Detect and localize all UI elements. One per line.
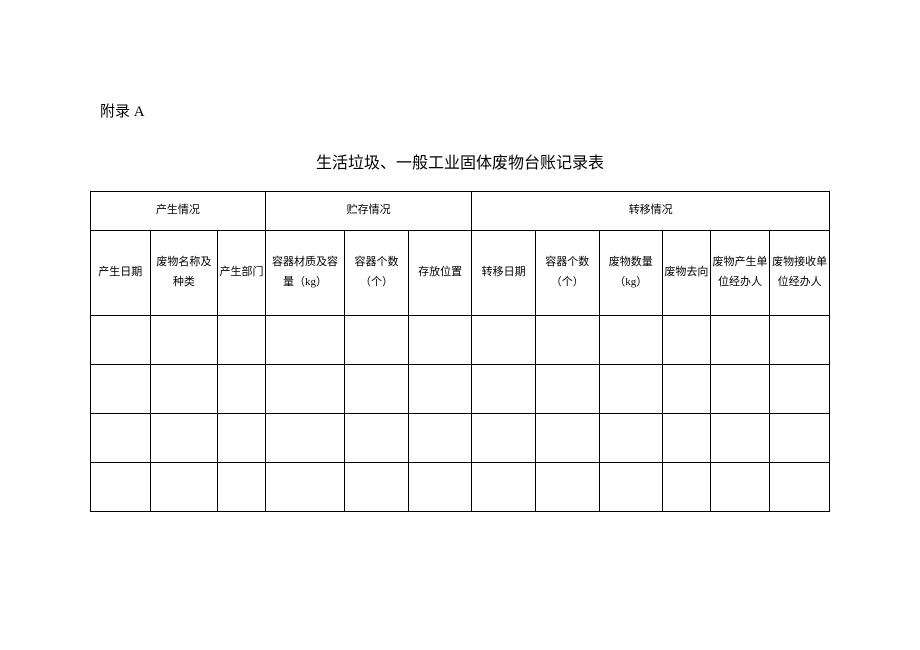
cell (599, 463, 663, 512)
cell (91, 463, 151, 512)
col-waste-name-type: 废物名称及种类 (150, 231, 218, 316)
cell (91, 365, 151, 414)
ledger-table: 产生情况 贮存情况 转移情况 产生日期 废物名称及种类 产生部门 容器材质及容量… (90, 191, 830, 512)
col-container-material-capacity: 容器材质及容量（kg） (265, 231, 344, 316)
cell (345, 414, 409, 463)
column-header-row: 产生日期 废物名称及种类 产生部门 容器材质及容量（kg） 容器个数（个） 存放… (91, 231, 830, 316)
cell (472, 463, 536, 512)
table-row (91, 316, 830, 365)
cell (345, 463, 409, 512)
table-row (91, 365, 830, 414)
group-transfer: 转移情况 (472, 192, 830, 231)
cell (345, 365, 409, 414)
cell (150, 365, 218, 414)
cell (150, 316, 218, 365)
col-gen-date: 产生日期 (91, 231, 151, 316)
col-transfer-date: 转移日期 (472, 231, 536, 316)
cell (408, 365, 472, 414)
col-waste-qty: 废物数量（kg） (599, 231, 663, 316)
cell (770, 414, 830, 463)
cell (265, 316, 344, 365)
cell (710, 316, 770, 365)
cell (535, 414, 599, 463)
appendix-label: 附录 A (100, 100, 830, 121)
table-row (91, 463, 830, 512)
cell (663, 316, 711, 365)
cell (770, 365, 830, 414)
page-container: 附录 A 生活垃圾、一般工业固体废物台账记录表 产生情况 贮存情况 转移情况 产… (0, 0, 920, 512)
col-gen-dept: 产生部门 (218, 231, 266, 316)
cell (218, 414, 266, 463)
cell (599, 316, 663, 365)
cell (91, 414, 151, 463)
cell (150, 463, 218, 512)
cell (472, 414, 536, 463)
cell (710, 365, 770, 414)
cell (663, 414, 711, 463)
cell (150, 414, 218, 463)
cell (663, 463, 711, 512)
table-title: 生活垃圾、一般工业固体废物台账记录表 (90, 149, 830, 173)
group-header-row: 产生情况 贮存情况 转移情况 (91, 192, 830, 231)
cell (218, 316, 266, 365)
group-generation: 产生情况 (91, 192, 266, 231)
cell (91, 316, 151, 365)
cell (663, 365, 711, 414)
col-recv-unit-handler: 废物接收单位经办人 (770, 231, 830, 316)
cell (265, 463, 344, 512)
cell (535, 463, 599, 512)
cell (710, 463, 770, 512)
cell (599, 414, 663, 463)
cell (408, 463, 472, 512)
cell (218, 365, 266, 414)
cell (408, 414, 472, 463)
col-storage-location: 存放位置 (408, 231, 472, 316)
cell (535, 316, 599, 365)
cell (265, 365, 344, 414)
cell (472, 365, 536, 414)
col-container-count-transfer: 容器个数（个） (535, 231, 599, 316)
cell (345, 316, 409, 365)
cell (710, 414, 770, 463)
col-container-count-storage: 容器个数（个） (345, 231, 409, 316)
cell (599, 365, 663, 414)
col-gen-unit-handler: 废物产生单位经办人 (710, 231, 770, 316)
cell (218, 463, 266, 512)
cell (535, 365, 599, 414)
group-storage: 贮存情况 (265, 192, 472, 231)
cell (770, 463, 830, 512)
cell (770, 316, 830, 365)
cell (408, 316, 472, 365)
cell (472, 316, 536, 365)
col-waste-dest: 废物去向 (663, 231, 711, 316)
cell (265, 414, 344, 463)
table-row (91, 414, 830, 463)
